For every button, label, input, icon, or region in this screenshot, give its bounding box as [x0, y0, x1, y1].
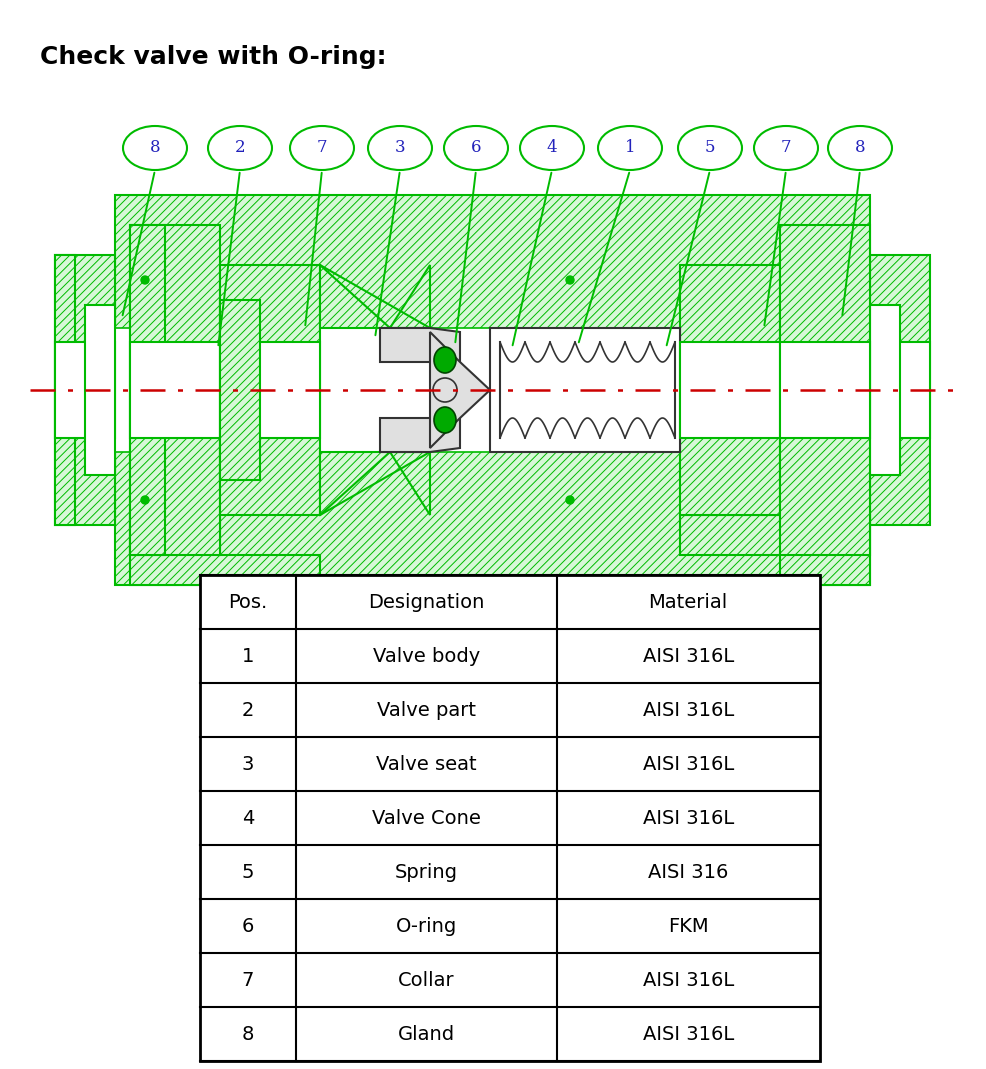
- Ellipse shape: [828, 126, 892, 170]
- Polygon shape: [380, 328, 460, 362]
- Text: 8: 8: [150, 139, 161, 156]
- Polygon shape: [55, 255, 75, 525]
- Polygon shape: [680, 265, 780, 515]
- Polygon shape: [115, 328, 870, 452]
- Text: 4: 4: [546, 139, 557, 156]
- Polygon shape: [780, 342, 870, 438]
- Polygon shape: [390, 328, 430, 360]
- Text: 3: 3: [242, 755, 254, 774]
- Text: 5: 5: [242, 863, 254, 882]
- Circle shape: [566, 496, 574, 503]
- Polygon shape: [870, 342, 930, 438]
- Circle shape: [141, 496, 149, 503]
- Polygon shape: [430, 332, 490, 448]
- Polygon shape: [870, 255, 930, 525]
- Text: 3: 3: [394, 139, 405, 156]
- Text: Valve part: Valve part: [377, 700, 476, 719]
- Text: O-ring: O-ring: [395, 916, 457, 935]
- Text: AISI 316L: AISI 316L: [643, 755, 734, 774]
- Text: Check valve with O-ring:: Check valve with O-ring:: [40, 45, 387, 69]
- Polygon shape: [380, 418, 460, 452]
- Text: 1: 1: [625, 139, 635, 156]
- Text: AISI 316: AISI 316: [648, 863, 729, 882]
- Text: AISI 316L: AISI 316L: [643, 971, 734, 990]
- Text: 1: 1: [242, 647, 254, 666]
- Text: AISI 316L: AISI 316L: [643, 700, 734, 719]
- Text: 6: 6: [470, 139, 481, 156]
- Ellipse shape: [208, 126, 272, 170]
- Polygon shape: [85, 305, 115, 475]
- Text: FKM: FKM: [668, 916, 709, 935]
- Polygon shape: [115, 195, 870, 585]
- Text: 7: 7: [781, 139, 792, 156]
- Bar: [200, 575, 820, 1062]
- Polygon shape: [490, 328, 680, 452]
- Polygon shape: [130, 224, 220, 555]
- Text: 5: 5: [705, 139, 715, 156]
- Text: AISI 316L: AISI 316L: [643, 808, 734, 827]
- Polygon shape: [130, 224, 165, 555]
- Text: AISI 316L: AISI 316L: [643, 1024, 734, 1043]
- Text: Valve Cone: Valve Cone: [372, 808, 481, 827]
- Polygon shape: [220, 342, 320, 438]
- Polygon shape: [320, 265, 430, 328]
- Text: Valve body: Valve body: [373, 647, 480, 666]
- Polygon shape: [320, 452, 430, 515]
- Text: Gland: Gland: [397, 1024, 455, 1043]
- Text: 2: 2: [235, 139, 246, 156]
- Text: Spring: Spring: [394, 863, 458, 882]
- Text: Pos.: Pos.: [229, 592, 267, 611]
- Text: Material: Material: [649, 592, 728, 611]
- Polygon shape: [130, 515, 320, 585]
- Ellipse shape: [434, 347, 456, 373]
- Polygon shape: [220, 300, 260, 480]
- Polygon shape: [780, 224, 870, 555]
- Polygon shape: [680, 342, 780, 438]
- Polygon shape: [55, 342, 115, 438]
- Text: AISI 316L: AISI 316L: [643, 647, 734, 666]
- Text: 8: 8: [242, 1024, 254, 1043]
- Ellipse shape: [434, 407, 456, 433]
- Polygon shape: [680, 515, 870, 585]
- Circle shape: [141, 276, 149, 284]
- Ellipse shape: [290, 126, 354, 170]
- Text: 8: 8: [855, 139, 866, 156]
- Text: 4: 4: [242, 808, 254, 827]
- Ellipse shape: [598, 126, 662, 170]
- Ellipse shape: [520, 126, 584, 170]
- Ellipse shape: [123, 126, 187, 170]
- Text: Designation: Designation: [368, 592, 484, 611]
- Ellipse shape: [368, 126, 432, 170]
- Ellipse shape: [444, 126, 508, 170]
- Text: Collar: Collar: [398, 971, 455, 990]
- Text: Valve seat: Valve seat: [376, 755, 476, 774]
- Text: 7: 7: [317, 139, 327, 156]
- Polygon shape: [220, 265, 320, 515]
- Ellipse shape: [754, 126, 818, 170]
- Ellipse shape: [678, 126, 742, 170]
- Text: 2: 2: [242, 700, 254, 719]
- Polygon shape: [130, 342, 220, 438]
- Text: 6: 6: [242, 916, 254, 935]
- Text: 7: 7: [242, 971, 254, 990]
- Polygon shape: [390, 420, 430, 452]
- Polygon shape: [55, 255, 115, 525]
- Circle shape: [566, 276, 574, 284]
- Polygon shape: [870, 305, 900, 475]
